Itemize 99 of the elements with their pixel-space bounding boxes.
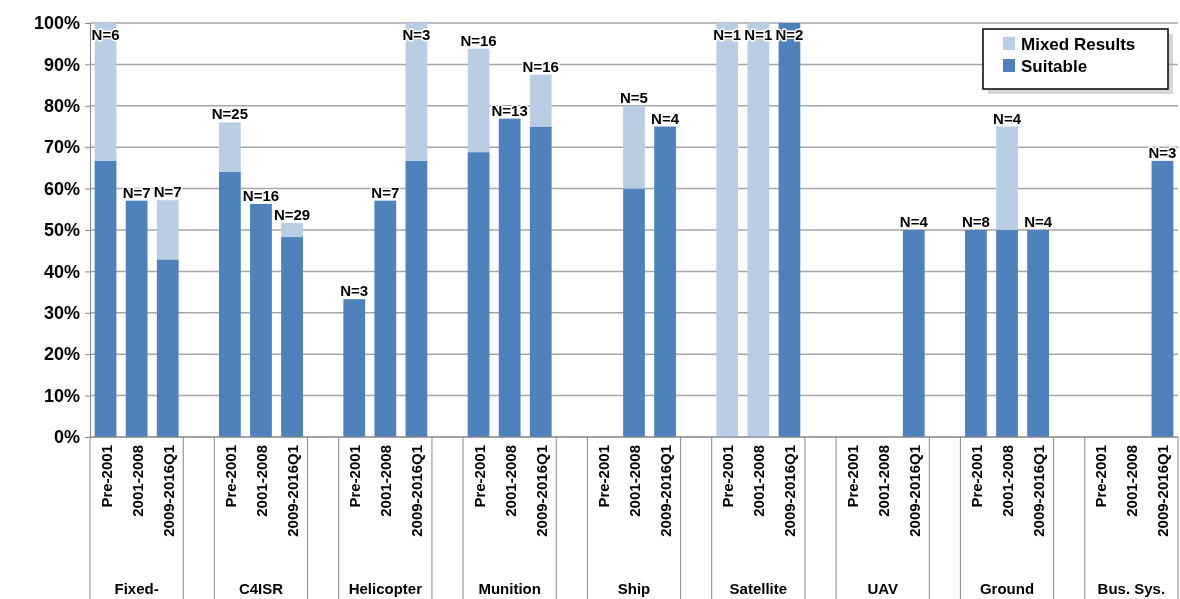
text: Helicopter <box>348 580 423 597</box>
x-tick-label: Pre-2001 <box>967 445 985 508</box>
text: Satellite <box>729 580 788 597</box>
annotation: N=6 <box>91 26 120 43</box>
x-tick-label: 2009-2016Q1 <box>905 445 923 537</box>
bar <box>1027 230 1049 437</box>
y-tick-label: 60% <box>43 178 80 199</box>
text: Bus. Sys. <box>1097 580 1166 597</box>
x-tick-label: Pre-2001 <box>221 445 239 508</box>
bar <box>902 230 925 437</box>
text: Ground <box>979 580 1035 597</box>
bar <box>623 105 645 189</box>
bar <box>125 200 148 437</box>
x-tick-label: Pre-2001 <box>719 445 737 508</box>
annotation: N=7 <box>153 183 182 201</box>
annotation: N=4 <box>899 213 929 230</box>
annotation: N=4 <box>651 109 680 127</box>
annotation: N=7 <box>371 183 400 201</box>
x-tick-label: 2009-2016Q1 <box>532 445 550 537</box>
legend-label: Suitable <box>1021 57 1088 76</box>
x-tick-label: 2009-2016Q1 <box>159 445 177 537</box>
annotation: N=5 <box>620 88 648 106</box>
annotation: N=4 <box>993 109 1022 127</box>
bar <box>654 126 676 437</box>
bar <box>498 118 521 437</box>
annotation: N=1 <box>713 26 742 43</box>
text: Munition <box>478 580 541 597</box>
annotation: N=16 <box>242 186 280 204</box>
bar <box>281 237 303 437</box>
bar <box>996 230 1018 437</box>
x-tick-label: 2009-2016Q1 <box>781 445 799 537</box>
annotation: N=16 <box>522 57 559 75</box>
y-tick-label: 50% <box>43 220 80 241</box>
y-tick-label: 40% <box>43 261 80 282</box>
bar <box>1151 160 1174 437</box>
bar <box>529 126 552 437</box>
text: Ship <box>617 580 651 597</box>
y-tick-label: 30% <box>43 303 80 324</box>
x-tick-label: 2001-2008 <box>501 445 519 517</box>
annotation: N=29 <box>273 205 311 223</box>
annotation: N=1 <box>744 26 773 43</box>
x-tick-label: Pre-2001 <box>594 445 612 508</box>
annotation: N=25 <box>211 105 249 123</box>
bar <box>156 200 179 260</box>
text: C4ISR <box>238 580 284 597</box>
annotation: N=13 <box>491 101 528 119</box>
x-tick-label: 2001-2008 <box>128 445 146 517</box>
bar <box>219 172 241 437</box>
bar <box>529 74 552 127</box>
bar <box>623 188 645 437</box>
bar <box>343 299 366 437</box>
x-tick-label: Pre-2001 <box>470 445 488 508</box>
x-tick-label: 2001-2008 <box>626 445 643 517</box>
bar <box>405 160 428 437</box>
annotation: N=7 <box>122 183 151 201</box>
x-tick-label: 2001-2008 <box>874 445 892 517</box>
annotation: N=8 <box>961 213 990 230</box>
bar <box>747 23 770 437</box>
bar <box>778 23 801 437</box>
x-tick-label: 2001-2008 <box>377 445 395 517</box>
x-tick-label: Pre-2001 <box>843 445 861 508</box>
legend-label: Mixed Results <box>1021 35 1136 54</box>
annotation: N=3 <box>1148 143 1177 161</box>
bar <box>94 160 117 437</box>
bar <box>716 23 739 437</box>
x-tick-label: Pre-2001 <box>1092 445 1110 508</box>
bar <box>996 126 1018 230</box>
y-tick-label: 70% <box>43 137 80 158</box>
bar <box>281 222 303 238</box>
y-tick-label: 100% <box>33 13 80 34</box>
bar <box>965 230 987 437</box>
x-tick-label: 2009-2016Q1 <box>657 445 675 537</box>
y-tick-label: 20% <box>43 344 80 365</box>
bar <box>250 203 272 437</box>
annotation: N=4 <box>1024 213 1053 230</box>
y-tick-label: 90% <box>43 54 80 75</box>
bar <box>374 200 397 437</box>
x-tick-label: 2001-2008 <box>1123 445 1141 517</box>
bar <box>467 48 490 153</box>
y-tick-label: 10% <box>43 385 80 406</box>
x-tick-label: 2009-2016Q1 <box>408 445 426 537</box>
bar <box>156 259 179 437</box>
x-tick-label: 2009-2016Q1 <box>1154 445 1172 537</box>
x-tick-label: 2001-2008 <box>750 445 768 517</box>
text: Fixed- <box>114 580 159 597</box>
x-tick-label: Pre-2001 <box>97 445 115 508</box>
bar <box>467 152 490 437</box>
text: UAV <box>867 580 898 597</box>
x-tick-label: 2001-2008 <box>999 445 1017 517</box>
x-tick-label: 2009-2016Q1 <box>1030 445 1048 537</box>
bar <box>219 122 241 173</box>
annotation: N=3 <box>340 282 369 300</box>
y-tick-label: 0% <box>53 427 80 448</box>
y-tick-label: 80% <box>43 96 80 117</box>
x-tick-label: 2009-2016Q1 <box>284 445 302 537</box>
annotation: N=3 <box>402 26 431 43</box>
annotation: N=16 <box>460 31 497 49</box>
x-tick-label: 2001-2008 <box>252 445 270 517</box>
x-tick-label: Pre-2001 <box>346 445 364 508</box>
